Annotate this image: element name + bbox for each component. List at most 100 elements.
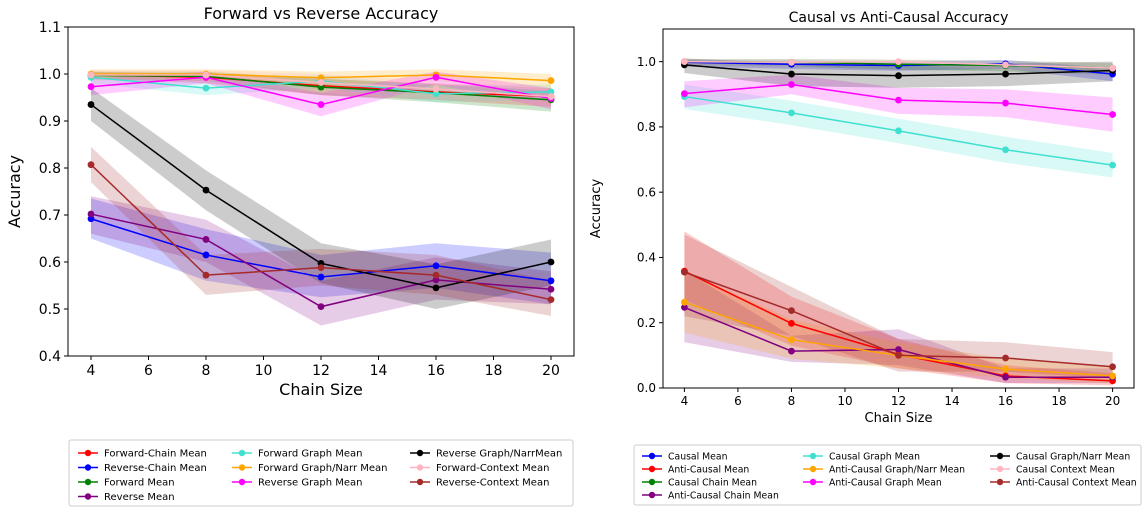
data-point bbox=[87, 215, 95, 223]
legend-item: Forward Graph Mean bbox=[232, 449, 363, 460]
confidence-band bbox=[684, 270, 1113, 384]
legend-item: Reverse Mean bbox=[78, 492, 175, 503]
data-point bbox=[202, 236, 210, 243]
data-point bbox=[681, 303, 688, 311]
legend-swatch-marker bbox=[84, 449, 92, 457]
legend-swatch-marker bbox=[648, 491, 656, 499]
legend-swatch-marker bbox=[809, 478, 817, 486]
x-tick-label: 16 bbox=[998, 394, 1013, 408]
data-point bbox=[1002, 373, 1009, 381]
data-point bbox=[895, 96, 902, 104]
x-tick-label: 20 bbox=[1105, 394, 1120, 408]
data-point bbox=[1002, 99, 1009, 107]
legend-swatch-marker bbox=[809, 465, 817, 473]
legend-item: Forward-Context Mean bbox=[410, 463, 549, 474]
legend-label: Forward Mean bbox=[104, 478, 175, 489]
data-point bbox=[895, 351, 902, 359]
data-point bbox=[432, 276, 440, 284]
data-point bbox=[547, 277, 555, 285]
confidence-band bbox=[684, 234, 1113, 379]
data-point bbox=[432, 262, 440, 270]
data-point bbox=[317, 74, 325, 82]
legend-item: Causal Graph/Narr Mean bbox=[990, 451, 1130, 462]
chart-title: Forward vs Reverse Accuracy bbox=[204, 4, 439, 23]
legend-item: Anti-Causal Context Mean bbox=[990, 477, 1137, 488]
legend-item: Forward Graph/Narr Mean bbox=[232, 463, 388, 474]
data-point bbox=[432, 85, 440, 93]
legend-label: Reverse Graph/NarrMean bbox=[436, 449, 562, 460]
legend-item: Causal Chain Mean bbox=[642, 477, 757, 488]
data-point bbox=[788, 319, 795, 327]
plot-area bbox=[87, 69, 555, 326]
legend-label: Anti-Causal Mean bbox=[668, 464, 749, 475]
legend-item: Forward Mean bbox=[78, 478, 175, 489]
data-point bbox=[895, 72, 902, 80]
data-point bbox=[1109, 64, 1116, 72]
y-tick-label: 0.9 bbox=[39, 114, 61, 130]
data-point bbox=[1109, 372, 1116, 380]
legend-item: Reverse Graph Mean bbox=[232, 478, 362, 489]
data-point bbox=[547, 296, 555, 303]
data-point bbox=[432, 90, 440, 98]
chart-title: Causal vs Anti-Causal Accuracy bbox=[789, 10, 1009, 26]
y-tick-label: 1.1 bbox=[39, 20, 61, 36]
data-point bbox=[317, 101, 325, 108]
data-point bbox=[681, 298, 688, 306]
data-point bbox=[87, 71, 95, 79]
legend-item: Causal Mean bbox=[642, 451, 728, 462]
legend-label: Causal Context Mean bbox=[1016, 464, 1115, 475]
legend-swatch-marker bbox=[416, 464, 424, 471]
y-axis-label: Accuracy bbox=[589, 179, 604, 239]
legend-item: Anti-Causal Graph/Narr Mean bbox=[803, 464, 965, 475]
x-tick-label: 4 bbox=[87, 363, 96, 379]
data-point bbox=[788, 307, 795, 315]
legend-swatch-marker bbox=[996, 465, 1004, 473]
data-point bbox=[547, 93, 555, 100]
data-point bbox=[547, 77, 555, 84]
y-tick-label: 0.4 bbox=[39, 349, 61, 365]
legend-item: Anti-Causal Graph Mean bbox=[803, 477, 942, 488]
legend-label: Reverse-Context Mean bbox=[436, 478, 549, 489]
y-tick-label: 0.0 bbox=[637, 381, 656, 395]
data-point bbox=[87, 161, 95, 169]
data-point bbox=[895, 346, 902, 353]
data-point bbox=[788, 347, 795, 355]
legend-label: Anti-Causal Graph Mean bbox=[829, 477, 942, 488]
data-point bbox=[788, 70, 795, 78]
data-point bbox=[317, 303, 325, 311]
legend-swatch-marker bbox=[996, 452, 1004, 460]
data-point bbox=[1109, 363, 1116, 371]
legend-item: Reverse-Context Mean bbox=[410, 478, 549, 489]
legend-label: Forward-Context Mean bbox=[436, 463, 549, 474]
plot-area bbox=[681, 58, 1116, 386]
x-tick-label: 10 bbox=[837, 394, 852, 408]
data-point bbox=[317, 273, 325, 281]
y-tick-label: 0.8 bbox=[39, 161, 61, 177]
confidence-band bbox=[684, 270, 1113, 384]
legend-item: Forward-Chain Mean bbox=[78, 449, 207, 460]
legend-swatch-marker bbox=[84, 478, 92, 486]
y-tick-label: 0.5 bbox=[39, 302, 61, 318]
legend-label: Forward-Chain Mean bbox=[104, 449, 207, 460]
data-point bbox=[202, 271, 210, 279]
legend-swatch-marker bbox=[238, 449, 246, 457]
x-tick-label: 20 bbox=[542, 363, 560, 379]
legend-swatch-marker bbox=[238, 478, 246, 486]
legend-item: Anti-Causal Chain Mean bbox=[642, 490, 779, 501]
data-point bbox=[788, 336, 795, 344]
data-point bbox=[895, 127, 902, 135]
chart-panel-2: 4 6 8 10 12 14 16 18 20 0.0 0.2 0.4 0.6 0.8 1.0 Causal … bbox=[589, 10, 1142, 506]
y-tick-label: 0.6 bbox=[39, 255, 61, 271]
x-tick-label: 10 bbox=[255, 363, 273, 379]
data-point bbox=[432, 73, 440, 81]
legend-item: Reverse-Chain Mean bbox=[78, 463, 207, 474]
legend-label: Anti-Causal Chain Mean bbox=[668, 490, 779, 501]
y-tick-label: 0.2 bbox=[637, 316, 656, 330]
y-tick-label: 0.4 bbox=[637, 251, 656, 265]
legend-swatch-marker bbox=[648, 465, 656, 473]
data-point bbox=[788, 58, 795, 66]
data-point bbox=[1002, 146, 1009, 154]
legend-swatch-marker bbox=[238, 464, 246, 471]
legend-swatch-marker bbox=[648, 478, 656, 486]
